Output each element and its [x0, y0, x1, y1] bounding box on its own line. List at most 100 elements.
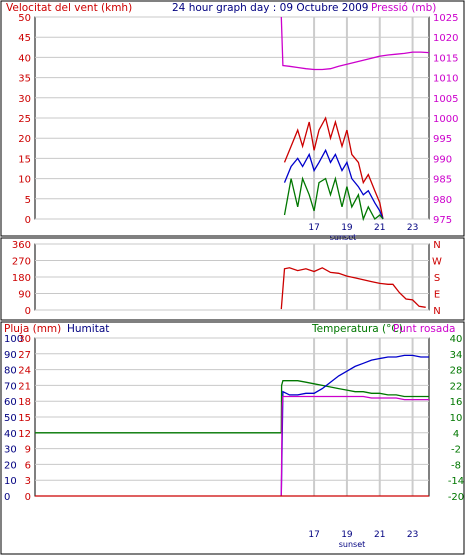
axis-tick-label: 3: [25, 476, 31, 487]
axis-tick-label: W: [432, 257, 442, 268]
axis-tick-label: 180: [12, 273, 31, 284]
series-lines: [280, 16, 430, 222]
axis-tick-label: 0: [25, 306, 31, 317]
axis-tick-label: 9: [25, 445, 31, 456]
x-tick-label: 23: [407, 530, 418, 540]
left-axis-labels: 0 5 10 15 20 25 30 35 40 45 50: [18, 13, 31, 226]
rain-axis-labels: 0 3 6 9 12 15 18 21 24 27 30: [18, 334, 31, 503]
rain-label: Pluja (mm): [4, 323, 61, 335]
axis-tick-label: 30: [18, 94, 31, 105]
x-tick-label: 21: [374, 223, 385, 233]
axis-tick-label: 15: [18, 413, 31, 424]
axis-tick-label: 20: [4, 460, 17, 471]
axis-tick-label: 270: [12, 257, 31, 268]
axis-tick-label: 990: [433, 154, 452, 165]
series-line: [283, 148, 384, 220]
axis-tick-label: 60: [4, 397, 17, 408]
axis-tick-label: 22: [450, 381, 463, 392]
series-line: [280, 354, 429, 497]
axis-tick-label: 10: [4, 476, 17, 487]
x-tick-label: 23: [407, 223, 418, 233]
axis-tick-label: 50: [4, 413, 17, 424]
x-axis-labels: 17 19 21 23: [308, 530, 418, 540]
grid-lines: [35, 243, 429, 311]
grid-lines: [35, 16, 429, 220]
axis-tick-label: 1025: [433, 13, 458, 24]
hour-markers: [313, 338, 414, 496]
x-tick-label: 17: [308, 223, 319, 233]
axis-tick-label: 40: [18, 53, 31, 64]
axis-tick-label: 40: [4, 429, 17, 440]
axis-tick-label: 21: [18, 381, 31, 392]
axis-tick-label: N: [433, 240, 440, 251]
axis-tick-label: 4: [453, 429, 459, 440]
axis-tick-label: -14: [448, 476, 464, 487]
axis-tick-label: 90: [4, 350, 17, 361]
axis-tick-label: 18: [18, 397, 31, 408]
series-line: [280, 395, 429, 497]
dewpoint-label: Punt rosada: [393, 323, 455, 335]
humidity-label: Humitat: [67, 323, 109, 335]
axis-tick-label: 980: [433, 195, 452, 206]
hour-markers: [313, 17, 414, 219]
series-line: [35, 380, 429, 434]
x-tick-label: 17: [308, 530, 319, 540]
axis-tick-label: 10: [450, 413, 463, 424]
panel-border: [0, 0, 465, 237]
axis-tick-label: 5: [25, 195, 31, 206]
series-lines: [35, 354, 429, 497]
axis-tick-label: 12: [18, 429, 31, 440]
axis-tick-label: 360: [12, 240, 31, 251]
axis-tick-label: S: [434, 273, 440, 284]
axis-tick-label: 1005: [433, 94, 458, 105]
axis-tick-label: 100: [4, 334, 23, 345]
axis-tick-label: -8: [451, 460, 461, 471]
x-tick-label: 21: [374, 530, 385, 540]
x-tick-label: 19: [341, 223, 353, 233]
axis-tick-label: 40: [450, 334, 463, 345]
temp-humidity-panel: Pluja (mm) Humitat Temperatura (°C) Punt…: [0, 321, 465, 555]
axis-tick-label: E: [434, 290, 440, 301]
axis-tick-label: 16: [450, 397, 463, 408]
temperature-label: Temperatura (°C): [311, 323, 403, 335]
chart-title: 24 hour graph day : 09 Octubre 2009: [172, 2, 368, 14]
series-line: [280, 16, 430, 71]
axis-tick-label: 975: [433, 215, 452, 226]
axis-tick-label: 45: [18, 33, 31, 44]
axis-tick-label: 0: [25, 215, 31, 226]
right-axis-labels: 975 980 985 990 995 1000 1005 1010 1015 1020 1025: [433, 13, 458, 226]
series-line: [283, 116, 384, 220]
axis-tick-label: 34: [450, 350, 463, 361]
series-lines: [280, 267, 426, 310]
axis-tick-label: -20: [448, 492, 464, 503]
x-axis-labels: 17 19 21 23: [308, 223, 418, 233]
axis-tick-label: 20: [18, 134, 31, 145]
panel-border: [0, 237, 465, 321]
axis-tick-label: 30: [18, 334, 31, 345]
axis-tick-label: 15: [18, 154, 31, 165]
panel-border: [0, 321, 465, 555]
axis-tick-label: 28: [450, 366, 463, 377]
axis-tick-label: -2: [451, 445, 461, 456]
axis-tick-label: 995: [433, 134, 452, 145]
wind-speed-label: Velocitat del vent (kmh): [6, 2, 132, 14]
axis-tick-label: 35: [18, 74, 31, 85]
x-tick-label: 19: [341, 530, 353, 540]
hour-markers: [313, 244, 414, 310]
axis-tick-label: 70: [4, 381, 17, 392]
axis-tick-label: 90: [18, 290, 31, 301]
axis-tick-label: N: [433, 306, 440, 317]
left-axis-labels: 0 90 180 270 360: [12, 240, 31, 317]
axis-tick-label: 50: [18, 13, 31, 24]
axis-tick-label: 80: [4, 366, 17, 377]
axis-tick-label: 1010: [433, 74, 458, 85]
temperature-axis-labels: -20 -14 -8 -2 4 10 16 22 28 34 40: [448, 334, 464, 503]
sunset-label: sunset: [339, 540, 366, 549]
wind-pressure-panel: Velocitat del vent (kmh) 24 hour graph d…: [0, 0, 465, 242]
axis-tick-label: 0: [4, 492, 10, 503]
axis-tick-label: 30: [4, 445, 17, 456]
